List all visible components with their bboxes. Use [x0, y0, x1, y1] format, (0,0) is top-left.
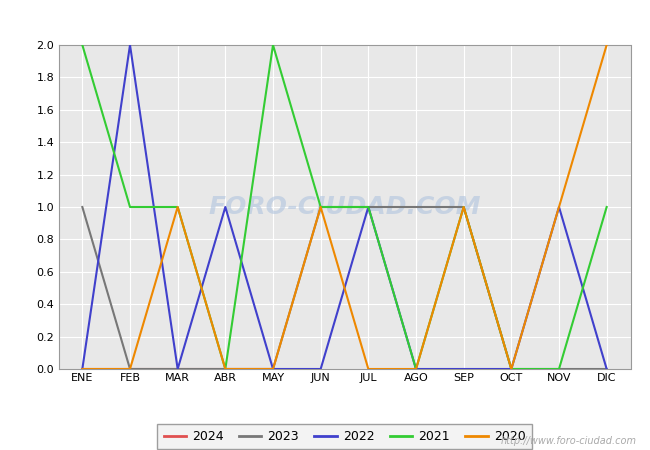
Text: http://www.foro-ciudad.com: http://www.foro-ciudad.com: [501, 436, 637, 446]
Legend: 2024, 2023, 2022, 2021, 2020: 2024, 2023, 2022, 2021, 2020: [157, 424, 532, 450]
Text: FORO-CIUDAD.COM: FORO-CIUDAD.COM: [208, 195, 481, 219]
Text: Matriculaciones de Vehiculos en Navas de San Antonio: Matriculaciones de Vehiculos en Navas de…: [116, 15, 534, 30]
